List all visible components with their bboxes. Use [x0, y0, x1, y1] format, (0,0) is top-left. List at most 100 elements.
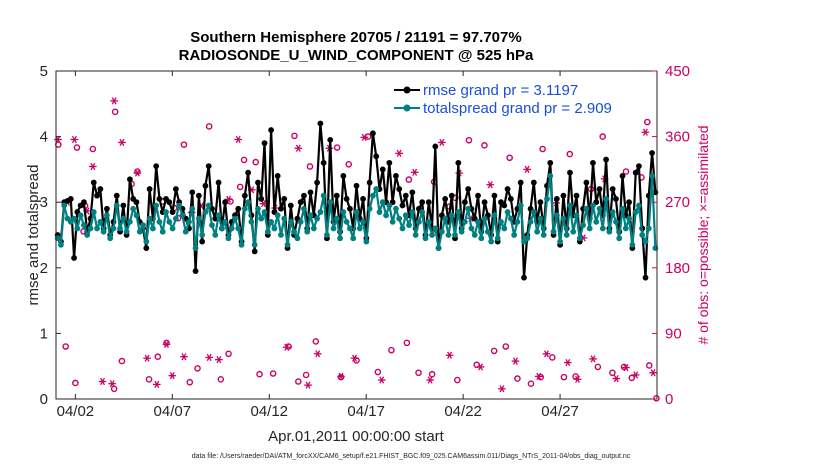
- totalspread-point-82: [324, 232, 330, 238]
- obs-possible-point-57: [236, 183, 244, 191]
- totalspread-point-100: [383, 212, 389, 219]
- obs-possible-point-72: [622, 168, 630, 175]
- totalspread-point-86: [337, 235, 343, 242]
- rmse-point-125: [465, 186, 472, 192]
- totalspread-point-108: [409, 209, 416, 215]
- totalspread-point-2: [61, 202, 68, 209]
- obs-assimilated-point-42: [498, 385, 506, 393]
- rmse-point-30: [153, 163, 160, 170]
- totalspread-point-75: [301, 205, 307, 212]
- totalspread-point-138: [507, 215, 514, 222]
- obs-assimilated-point-14: [180, 353, 188, 361]
- totalspread-point-38: [179, 212, 186, 219]
- rmse-point-179: [642, 274, 649, 281]
- totalspread-point-91: [353, 209, 360, 215]
- totalspread-point-5: [71, 215, 77, 222]
- y-tick-label-1: 1: [40, 325, 48, 342]
- obs-possible-point-36: [502, 343, 510, 350]
- obs-assimilated-point-36: [438, 138, 446, 147]
- y-right-tick-label-4: 360: [665, 129, 690, 146]
- rmse-point-142: [521, 274, 527, 281]
- x-tick-label-0: 04/02: [57, 403, 95, 420]
- totalspread-point-166: [599, 225, 606, 232]
- totalspread-point-177: [636, 202, 642, 209]
- totalspread-point-37: [176, 202, 183, 209]
- obs-assimilated-point-55: [631, 371, 640, 379]
- obs-assimilated-point-33: [395, 149, 403, 157]
- rmse-point-167: [603, 156, 609, 163]
- totalspread-point-151: [550, 228, 557, 235]
- obs-possible-point-12: [186, 378, 194, 386]
- obs-assimilated-point-13: [168, 372, 177, 380]
- totalspread-point-56: [238, 241, 245, 248]
- totalspread-point-49: [215, 212, 222, 219]
- obs-assimilated-point-53: [612, 374, 621, 383]
- axes-box: [55, 70, 658, 400]
- totalspread-point-16: [107, 235, 114, 242]
- totalspread-point-8: [81, 222, 87, 229]
- totalspread-point-181: [649, 173, 655, 179]
- totalspread-point-129: [478, 235, 485, 242]
- obs-assimilated-point-7: [110, 97, 118, 105]
- totalspread-point-39: [182, 228, 189, 235]
- totalspread-point-53: [228, 225, 235, 232]
- totalspread-point-147: [537, 215, 544, 222]
- obs-possible-point-41: [560, 373, 568, 381]
- rmse-point-170: [613, 196, 619, 202]
- obs-possible-point-58: [252, 158, 259, 166]
- totalspread-point-40: [186, 218, 192, 225]
- rmse-point-124: [461, 199, 468, 206]
- totalspread-point-163: [590, 202, 596, 209]
- totalspread-point-135: [498, 218, 504, 225]
- obs-possible-point-23: [312, 338, 320, 345]
- totalspread-point-6: [74, 225, 81, 232]
- rmse-point-58: [245, 169, 252, 176]
- legend: rmse grand pr = 3.1197 totalspread grand…: [394, 82, 612, 117]
- obs-assimilated-point-54: [622, 364, 630, 372]
- totalspread-point-136: [501, 225, 508, 232]
- totalspread-point-47: [209, 222, 215, 229]
- rmse-point-87: [340, 173, 347, 179]
- totalspread-point-58: [245, 199, 252, 206]
- totalspread-point-161: [583, 205, 590, 212]
- plot-area: [56, 71, 657, 399]
- totalspread-point-74: [297, 218, 304, 225]
- totalspread-point-111: [419, 209, 426, 215]
- rmse-point-68: [278, 205, 284, 212]
- totalspread-point-164: [593, 218, 600, 225]
- obs-possible-point-45: [609, 369, 616, 377]
- obs-assimilated-point-49: [573, 375, 582, 383]
- totalspread-point-150: [547, 173, 554, 179]
- obs-possible-point-19: [269, 370, 277, 377]
- rmse-point-91: [353, 182, 360, 189]
- rmse-point-95: [366, 179, 373, 186]
- legend-spread-marker: [403, 104, 411, 112]
- totalspread-point-67: [274, 212, 281, 219]
- obs-assimilated-point-35: [426, 376, 434, 384]
- rmse-point-89: [347, 205, 353, 212]
- obs-possible-point-38: [527, 380, 535, 387]
- totalspread-point-160: [580, 222, 587, 229]
- rmse-point-4: [67, 196, 74, 202]
- rmse-point-138: [507, 196, 514, 202]
- totalspread-point-57: [241, 205, 248, 212]
- totalspread-point-156: [567, 202, 573, 209]
- totalspread-point-167: [603, 196, 609, 202]
- chart-title-line-2: RADIOSONDE_U_WIND_COMPONENT @ 525 hPa: [179, 47, 534, 64]
- x-tick-label-3: 04/17: [347, 403, 385, 420]
- obs-possible-point-51: [73, 144, 81, 151]
- rmse-point-113: [425, 199, 432, 206]
- rmse-point-161: [583, 179, 590, 186]
- rmse-point-49: [215, 179, 222, 186]
- rmse-point-42: [192, 268, 199, 274]
- x-tick-label-5: 04/27: [541, 403, 579, 420]
- rmse-point-163: [590, 159, 596, 166]
- rmse-point-13: [97, 186, 104, 192]
- totalspread-point-44: [199, 232, 206, 238]
- totalspread-point-77: [307, 212, 314, 219]
- totalspread-point-83: [327, 199, 334, 206]
- totalspread-point-90: [350, 235, 357, 242]
- rmse-point-88: [343, 196, 350, 202]
- rmse-point-137: [504, 186, 511, 192]
